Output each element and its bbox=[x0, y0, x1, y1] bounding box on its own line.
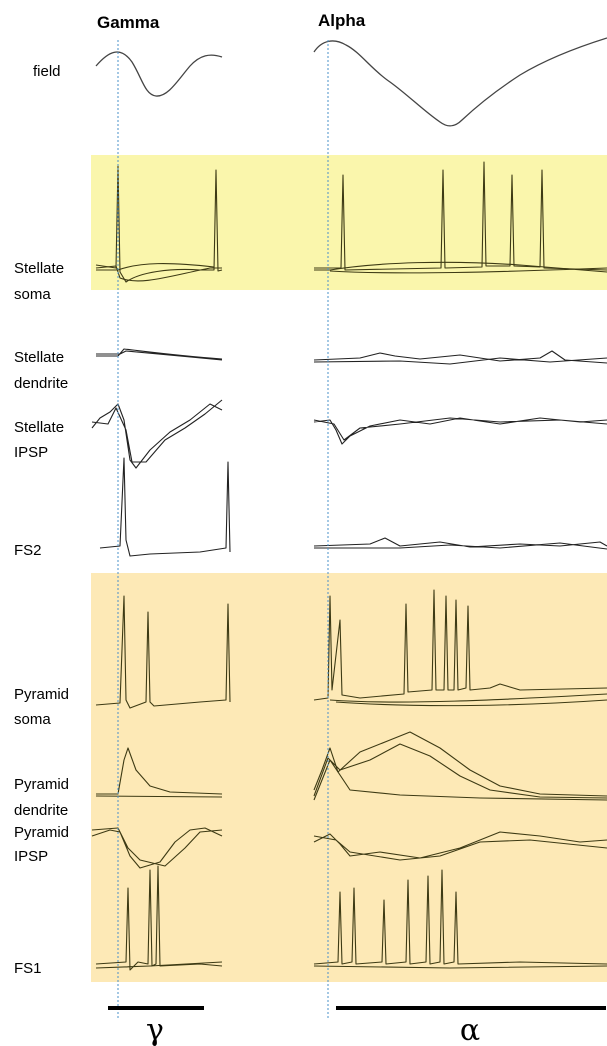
trace bbox=[96, 348, 223, 361]
trace bbox=[313, 537, 607, 550]
row-label: Stellate bbox=[14, 260, 64, 277]
trace bbox=[95, 263, 222, 282]
row-label: FS2 bbox=[14, 542, 42, 559]
row-label: Stellate bbox=[14, 419, 64, 436]
trace bbox=[314, 261, 607, 274]
column-title: Gamma bbox=[97, 13, 160, 32]
trace bbox=[99, 457, 231, 557]
trace bbox=[313, 831, 607, 861]
trace bbox=[95, 865, 223, 971]
row-label: dendrite bbox=[14, 802, 68, 819]
row-label: soma bbox=[14, 711, 51, 728]
trace bbox=[91, 827, 223, 869]
trace bbox=[95, 51, 223, 97]
row-label: IPSP bbox=[14, 444, 48, 461]
row-label: Pyramid bbox=[14, 776, 69, 793]
row-label: Pyramid bbox=[14, 824, 69, 841]
trace bbox=[329, 693, 607, 707]
trace bbox=[95, 165, 223, 283]
trace bbox=[313, 350, 607, 365]
scale-label: α bbox=[460, 1013, 480, 1046]
row-label: field bbox=[33, 63, 61, 80]
trace bbox=[313, 589, 607, 701]
trace bbox=[314, 161, 607, 271]
trace bbox=[95, 747, 223, 798]
trace bbox=[91, 399, 223, 469]
trace bbox=[313, 743, 607, 801]
row-label: FS1 bbox=[14, 960, 42, 977]
trace bbox=[313, 869, 607, 969]
row-label: IPSP bbox=[14, 848, 48, 865]
row-label: soma bbox=[14, 286, 51, 303]
trace bbox=[313, 417, 607, 445]
column-title: Alpha bbox=[318, 11, 366, 30]
row-label: Pyramid bbox=[14, 686, 69, 703]
pyramid-band bbox=[91, 573, 607, 982]
scale-label: γ bbox=[146, 1013, 164, 1046]
row-labels: field Stellate soma Stellate dendrite St… bbox=[14, 63, 69, 977]
trace bbox=[95, 595, 231, 709]
traces bbox=[91, 37, 607, 971]
row-label: Stellate bbox=[14, 349, 64, 366]
row-label: dendrite bbox=[14, 375, 68, 392]
trace bbox=[313, 37, 607, 127]
trace bbox=[313, 731, 607, 797]
